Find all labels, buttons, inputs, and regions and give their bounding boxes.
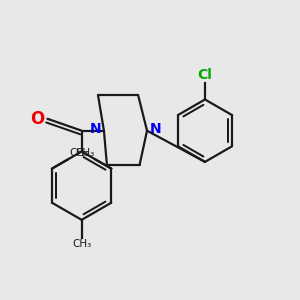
Text: Cl: Cl xyxy=(197,68,212,82)
Text: CH₃: CH₃ xyxy=(69,148,88,158)
Text: CH₃: CH₃ xyxy=(75,148,94,158)
Text: N: N xyxy=(89,122,101,136)
Text: N: N xyxy=(150,122,162,136)
Text: CH₃: CH₃ xyxy=(72,239,91,249)
Text: O: O xyxy=(30,110,44,128)
